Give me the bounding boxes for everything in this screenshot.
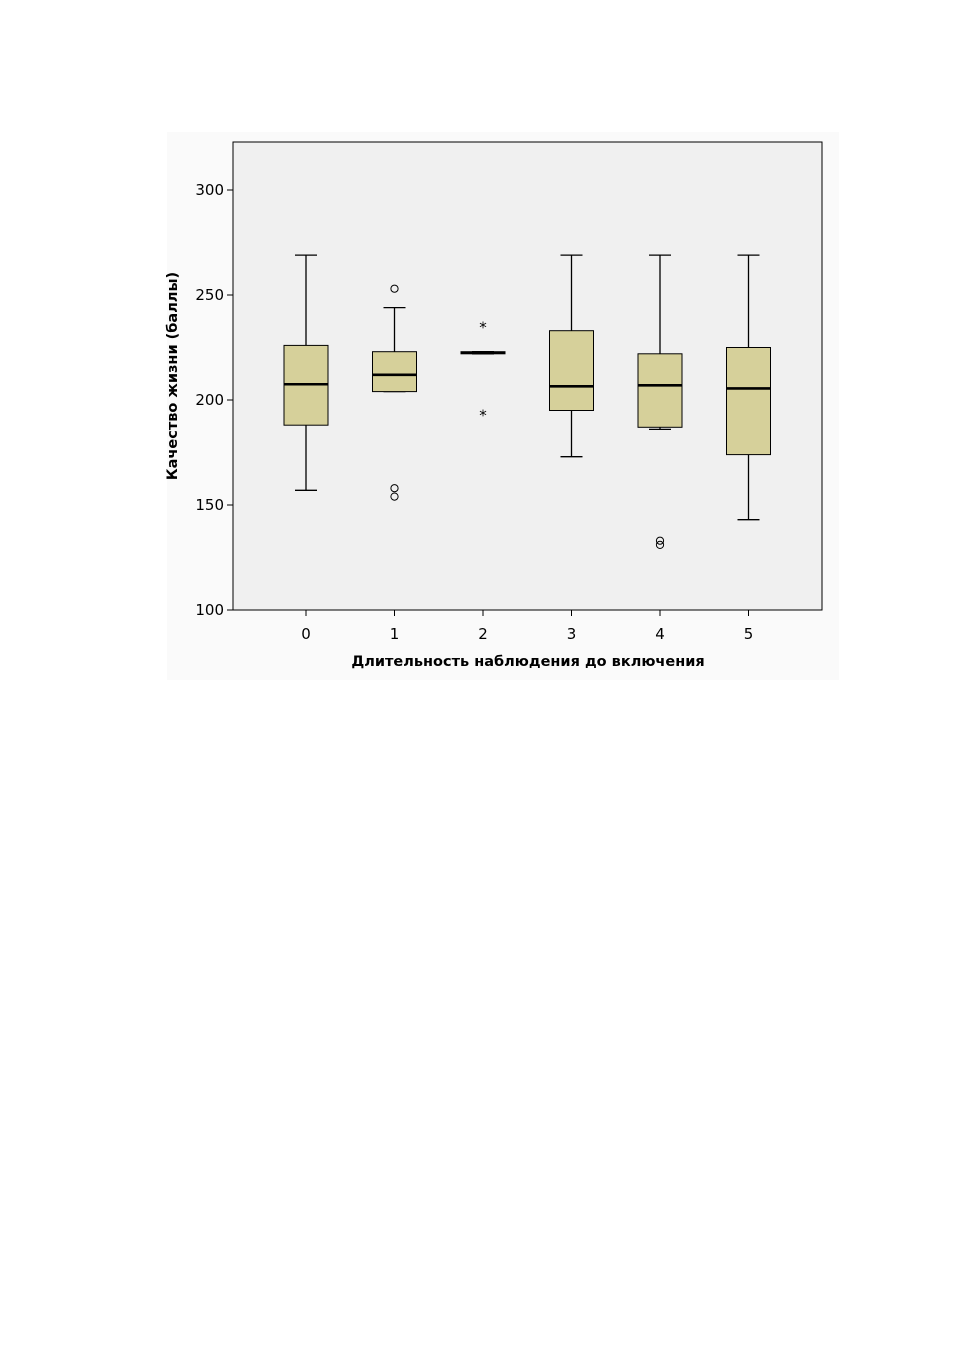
outlier-point bbox=[390, 484, 399, 493]
x-tick-label: 1 bbox=[390, 625, 400, 643]
outlier-point bbox=[390, 284, 399, 293]
box-group-2: ** bbox=[460, 318, 506, 425]
x-tick-label: 4 bbox=[655, 625, 665, 643]
y-tick-label: 200 bbox=[195, 391, 224, 409]
x-tick-label: 5 bbox=[744, 625, 754, 643]
box-group-0 bbox=[283, 254, 329, 491]
y-tick-label: 250 bbox=[195, 286, 224, 304]
box-group-3 bbox=[549, 254, 594, 458]
x-axis-title: Длительность наблюдения до включения bbox=[351, 654, 704, 670]
iqr-box bbox=[637, 353, 683, 428]
extreme-point: * bbox=[479, 318, 487, 336]
outlier-point bbox=[655, 536, 665, 545]
outlier-point bbox=[655, 540, 665, 550]
x-tick-label: 2 bbox=[478, 625, 488, 643]
plot-area bbox=[232, 141, 823, 611]
y-tick-label: 150 bbox=[195, 496, 224, 514]
box-group-1 bbox=[372, 284, 417, 501]
x-axis: 0 1 2 3 4 5 bbox=[301, 610, 753, 643]
outlier-point bbox=[390, 492, 399, 501]
iqr-box bbox=[372, 351, 417, 393]
extreme-point: * bbox=[479, 407, 487, 425]
x-tick-label: 3 bbox=[567, 625, 577, 643]
iqr-box bbox=[726, 347, 771, 456]
y-axis: 100 150 200 250 300 bbox=[195, 181, 233, 619]
boxes-layer: ** bbox=[283, 254, 771, 550]
x-tick-label: 0 bbox=[301, 625, 311, 643]
iqr-box bbox=[549, 330, 594, 412]
box-group-4 bbox=[637, 254, 683, 550]
y-tick-label: 100 bbox=[195, 601, 224, 619]
box-group-5 bbox=[726, 254, 771, 521]
y-tick-label: 300 bbox=[195, 181, 224, 199]
y-axis-title: Качество жизни (баллы) bbox=[165, 272, 181, 480]
